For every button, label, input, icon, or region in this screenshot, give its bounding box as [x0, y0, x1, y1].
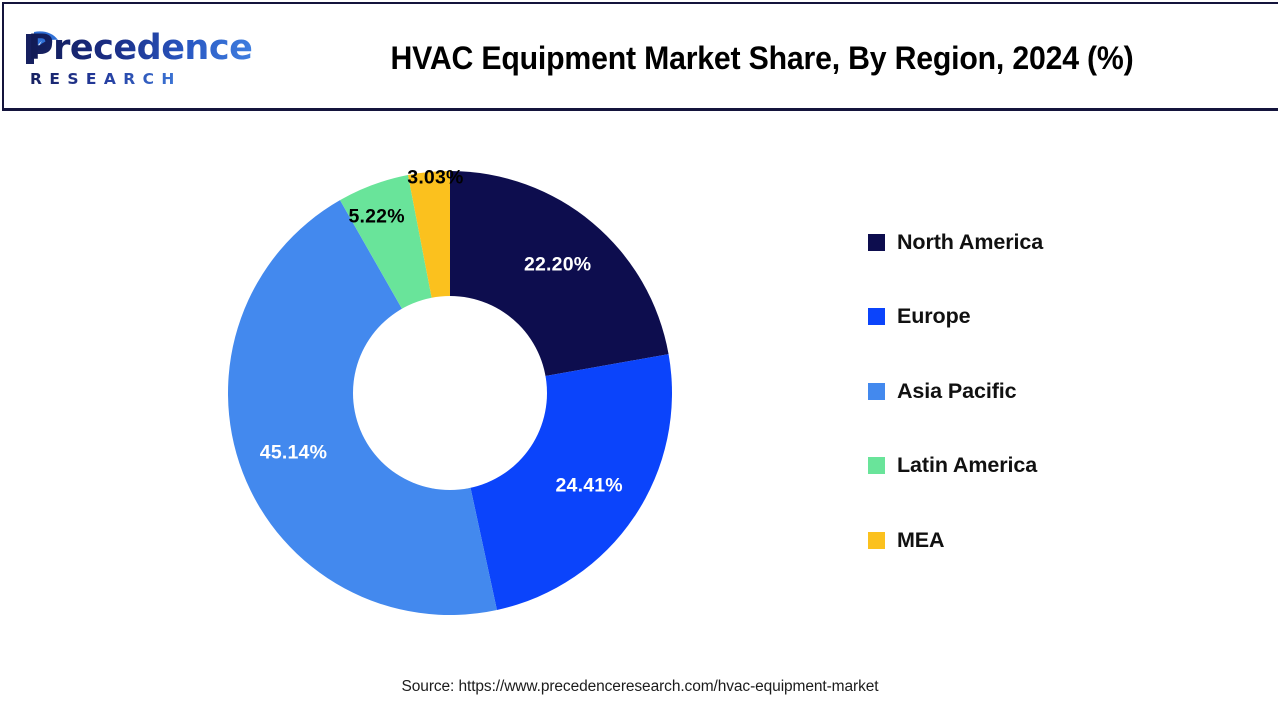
legend-swatch-icon	[868, 531, 885, 549]
legend-item-label: MEA	[897, 527, 945, 552]
header-band: Precedence RESEARCH HVAC Equipment Marke…	[2, 2, 1278, 111]
legend-item-europe[interactable]: Europe	[868, 304, 1198, 328]
legend-item-label: Asia Pacific	[897, 378, 1017, 403]
precedence-research-logo: Precedence RESEARCH	[20, 26, 253, 92]
legend-item-label: North America	[897, 229, 1044, 254]
donut-slice-value-label: 5.22%	[348, 205, 405, 228]
donut-chart: 22.20% 24.41% 45.14% 5.22% 3.03%	[228, 166, 672, 615]
legend-swatch-icon	[868, 382, 885, 400]
logo-wordmark: Precedence	[28, 28, 253, 68]
logo-subtitle: RESEARCH	[30, 70, 182, 88]
legend-item-asia-pacific[interactable]: Asia Pacific	[868, 378, 1198, 403]
legend-item-north-america[interactable]: North America	[868, 229, 1198, 254]
page-title: HVAC Equipment Market Share, By Region, …	[390, 40, 1134, 76]
legend-item-latin-america[interactable]: Latin America	[868, 453, 1198, 477]
donut-slice-value-label: 24.41%	[555, 474, 623, 497]
donut-slice-value-label: 3.03%	[407, 166, 464, 189]
donut-slice-value-label: 22.20%	[523, 253, 592, 276]
legend-item-mea[interactable]: MEA	[868, 527, 1198, 552]
donut-slice-value-label: 45.14%	[259, 441, 328, 464]
leaf-p-icon	[20, 28, 64, 68]
legend-swatch-icon	[868, 308, 885, 325]
chart-legend: North America Europe Asia Pacific Latin …	[868, 229, 1198, 552]
legend-swatch-icon	[868, 233, 885, 251]
donut-hole	[353, 296, 547, 490]
source-caption: Source: https://www.precedenceresearch.c…	[401, 678, 879, 695]
legend-item-label: Europe	[897, 304, 971, 328]
legend-item-label: Latin America	[897, 453, 1038, 477]
legend-swatch-icon	[868, 457, 885, 474]
donut-chart-svg	[228, 171, 672, 615]
